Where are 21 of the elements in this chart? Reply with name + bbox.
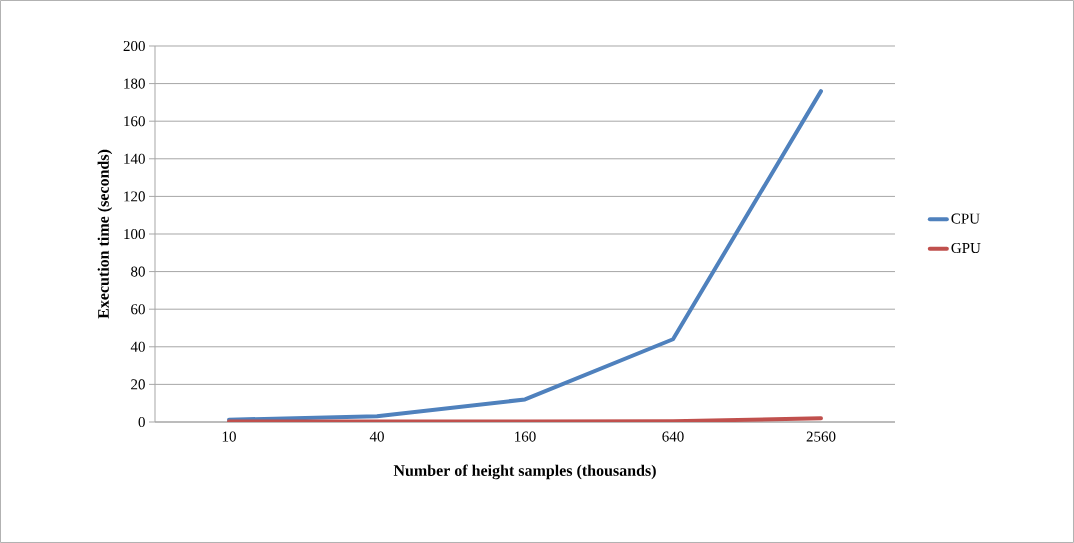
y-tick-label: 200 [123,40,145,52]
x-tick-label: 2560 [806,431,836,442]
y-tick-label: 80 [131,266,145,277]
legend-label: GPU [951,242,981,254]
y-tick-label: 0 [138,416,145,428]
y-tick-label: 60 [131,304,145,315]
y-tick-label: 40 [130,341,145,352]
line-series [227,89,823,422]
y-tick-label: 120 [124,191,145,202]
y-tick-label: 180 [124,78,145,89]
x-tick-label: 160 [515,431,536,442]
x-tick-label: 10 [222,431,236,442]
y-tick-label: 20 [131,379,145,390]
y-tick-label: 100 [124,228,145,240]
x-tick-label: 640 [662,431,684,442]
y-axis-title: Execution time (seconds) [97,149,113,319]
x-tick-label: 40 [369,431,384,442]
x-axis-title: Number of height samples (thousands) [393,464,656,480]
y-tick-label: 140 [124,153,145,164]
legend-label: CPU [951,213,980,224]
y-tick-label: 160 [124,116,145,127]
